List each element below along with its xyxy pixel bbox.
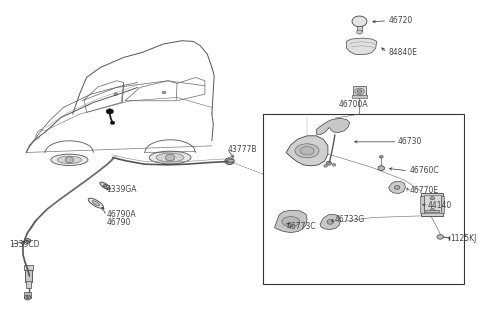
Circle shape [110,121,115,125]
Bar [24,265,33,270]
Text: 84840E: 84840E [388,48,417,57]
Polygon shape [320,214,340,229]
Ellipse shape [57,156,82,163]
Circle shape [24,295,31,300]
Text: 46770E: 46770E [409,186,438,195]
Bar [423,195,441,213]
Bar [421,193,444,216]
Circle shape [327,219,334,224]
Text: 46773C: 46773C [286,222,316,231]
Circle shape [379,155,383,158]
Text: 46760C: 46760C [409,166,439,175]
Circle shape [332,163,336,166]
Circle shape [24,239,31,243]
Bar [351,95,367,98]
Text: 1125KJ: 1125KJ [450,234,476,243]
Ellipse shape [225,159,234,163]
Ellipse shape [295,144,319,158]
Ellipse shape [300,147,314,155]
Circle shape [437,234,444,239]
Text: 1339GA: 1339GA [107,185,137,194]
Text: 43777B: 43777B [227,145,257,154]
Bar [441,196,444,212]
Polygon shape [347,38,377,55]
Circle shape [430,208,435,212]
Circle shape [26,240,29,242]
Polygon shape [316,118,350,135]
Text: 1339CD: 1339CD [9,241,39,249]
Bar [24,292,31,298]
Circle shape [166,154,175,161]
Bar [425,209,439,212]
Bar [25,270,32,282]
Polygon shape [286,136,328,166]
Text: 46733G: 46733G [335,215,365,224]
Ellipse shape [282,216,300,226]
Ellipse shape [51,154,88,165]
Circle shape [357,30,362,34]
Ellipse shape [88,198,104,208]
Circle shape [378,166,384,171]
Bar [26,281,31,288]
Polygon shape [389,182,406,194]
Bar [420,196,424,212]
Circle shape [103,185,107,187]
Text: 46700A: 46700A [338,99,368,109]
Text: 46720: 46720 [388,16,412,25]
Circle shape [430,197,435,200]
Polygon shape [275,210,307,232]
Circle shape [26,296,29,298]
Ellipse shape [92,201,99,206]
Circle shape [324,164,327,167]
Circle shape [162,91,166,94]
Text: 46730: 46730 [397,137,422,146]
Circle shape [225,158,234,164]
Circle shape [114,93,118,95]
Ellipse shape [149,151,191,164]
Bar [263,114,464,284]
Circle shape [326,161,332,165]
Text: 46790A: 46790A [107,210,136,219]
Circle shape [106,109,113,114]
Ellipse shape [156,153,184,162]
Circle shape [352,16,367,27]
Circle shape [65,157,73,163]
Ellipse shape [355,88,364,95]
Circle shape [357,90,362,93]
Ellipse shape [100,182,110,190]
Circle shape [394,186,400,190]
Bar [353,86,366,97]
Bar [357,26,362,31]
Text: 46790: 46790 [107,218,131,227]
Text: 44140: 44140 [428,201,452,210]
